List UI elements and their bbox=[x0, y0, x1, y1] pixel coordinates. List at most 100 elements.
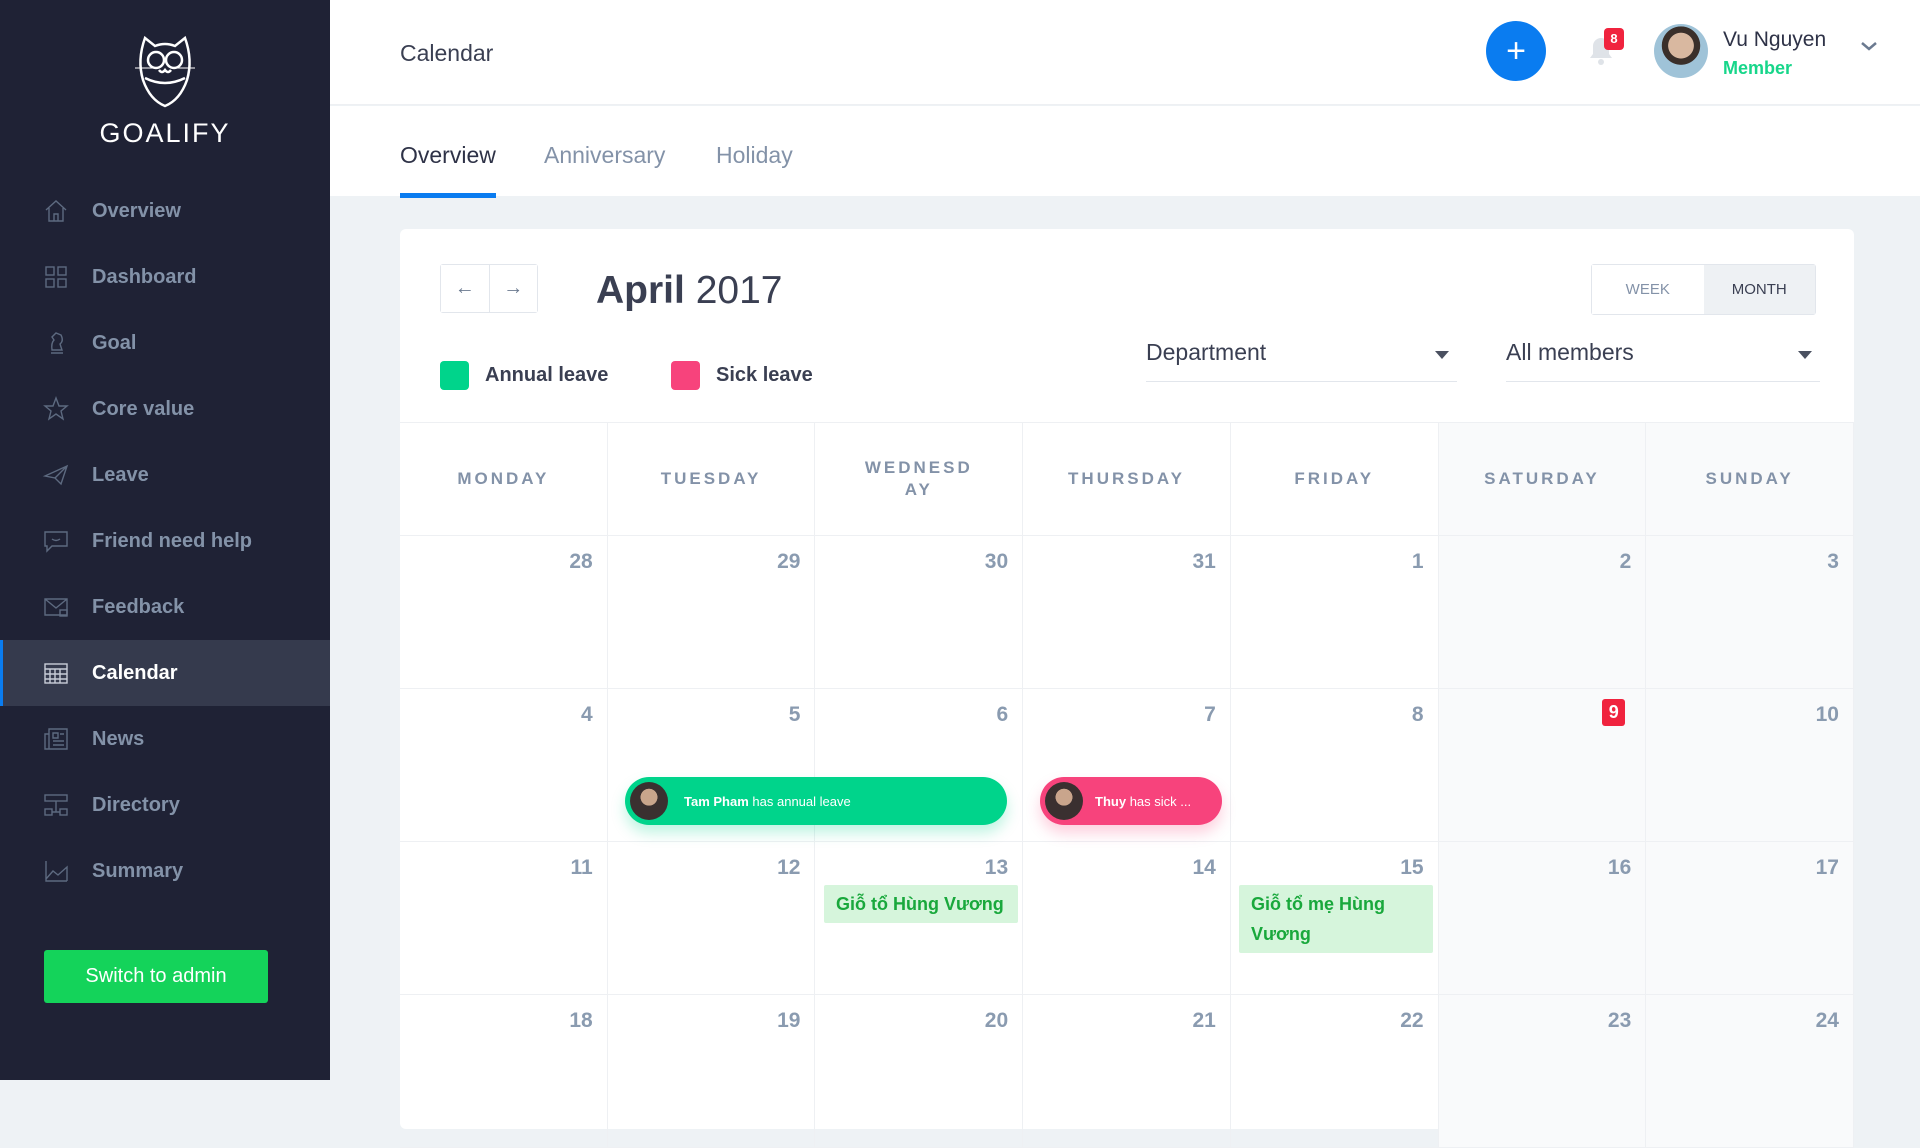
week-view-button[interactable]: WEEK bbox=[1592, 265, 1704, 314]
sidebar-item-news[interactable]: News bbox=[0, 706, 330, 772]
calendar-card: ← → April 20 17 WEEK MONTH Annual leave S… bbox=[400, 229, 1854, 1148]
day-number: 24 bbox=[1815, 1009, 1839, 1032]
tab-overview[interactable]: Overview bbox=[400, 142, 496, 198]
sidebar-item-label: Goal bbox=[92, 331, 137, 354]
day-cell[interactable]: 6 bbox=[815, 689, 1024, 841]
day-cell[interactable]: 22 bbox=[1231, 995, 1439, 1147]
day-cell[interactable]: 30 bbox=[815, 536, 1024, 688]
day-cell[interactable]: 19 bbox=[608, 995, 816, 1147]
day-cell[interactable]: 4 bbox=[400, 689, 608, 841]
day-number: 22 bbox=[1400, 1009, 1424, 1032]
sidebar: GOALIFY Overview Dashboard Goal Core value L… bbox=[0, 0, 330, 1080]
legend-sick-leave: Sick leave bbox=[671, 361, 813, 390]
day-number: 29 bbox=[777, 550, 801, 573]
day-cell[interactable]: 31 bbox=[1023, 536, 1231, 688]
event-annual-leave[interactable]: Tam Pham has annual leave bbox=[625, 777, 1007, 825]
page-title: Calendar bbox=[400, 40, 494, 66]
day-cell[interactable]: 12 bbox=[608, 842, 816, 994]
sidebar-item-friend-need-help[interactable]: Friend need help bbox=[0, 508, 330, 574]
calendar-grid: MONDAY TUESDAY WEDNESDAY THURSDAY FRIDAY SATU… bbox=[400, 422, 1854, 1148]
day-cell[interactable]: 20 bbox=[815, 995, 1024, 1147]
sick-leave-swatch bbox=[671, 361, 700, 390]
day-cell[interactable]: 7 bbox=[1023, 689, 1231, 841]
tab-anniversary[interactable]: Anniversary bbox=[544, 142, 666, 168]
sidebar-item-directory[interactable]: Directory bbox=[0, 772, 330, 838]
sidebar-item-summary[interactable]: Summary bbox=[0, 838, 330, 904]
caret-down-icon bbox=[1798, 351, 1812, 359]
weekday-wednesday: WEDNESDAY bbox=[815, 423, 1024, 535]
day-cell[interactable]: 1 bbox=[1231, 536, 1439, 688]
day-cell[interactable]: 21 bbox=[1023, 995, 1231, 1147]
weekday-monday: MONDAY bbox=[400, 423, 608, 535]
day-cell[interactable]: 10 bbox=[1646, 689, 1854, 841]
user-avatar[interactable] bbox=[1654, 24, 1708, 78]
members-dropdown[interactable]: All members bbox=[1506, 339, 1820, 382]
day-cell[interactable]: 29 bbox=[608, 536, 816, 688]
tab-bar: Overview Anniversary Holiday bbox=[330, 106, 1920, 198]
weekday-sunday: SUNDAY bbox=[1646, 423, 1854, 535]
plus-icon: + bbox=[1506, 32, 1526, 70]
day-cell[interactable]: 2 bbox=[1438, 536, 1647, 688]
day-cell[interactable]: 28 bbox=[400, 536, 608, 688]
user-role: Member bbox=[1723, 58, 1793, 78]
day-cell[interactable]: 14 bbox=[1023, 842, 1231, 994]
day-number: 20 bbox=[984, 1009, 1009, 1032]
event-text: has annual leave bbox=[752, 793, 851, 809]
day-cell[interactable]: 11 bbox=[400, 842, 608, 994]
day-cell[interactable]: 3 bbox=[1646, 536, 1854, 688]
sidebar-item-leave[interactable]: Leave bbox=[0, 442, 330, 508]
holiday-event[interactable]: Giỗ tổ mẹ Hùng Vương bbox=[1239, 885, 1433, 953]
chess-knight-icon bbox=[42, 329, 70, 357]
day-cell[interactable]: 8 bbox=[1231, 689, 1439, 841]
sidebar-item-calendar[interactable]: Calendar bbox=[0, 640, 330, 706]
month-view-button[interactable]: MONTH bbox=[1703, 265, 1815, 314]
brand-name: GOALIFY bbox=[99, 118, 231, 148]
chevron-down-icon[interactable] bbox=[1860, 40, 1878, 52]
calendar-week: 4 5 6 7 8 9 10 bbox=[400, 689, 1854, 842]
calendar-week: 28 29 30 31 1 2 3 bbox=[400, 536, 1854, 689]
caret-down-icon bbox=[1435, 351, 1449, 359]
day-number: 5 bbox=[788, 703, 801, 726]
day-number: 14 bbox=[1192, 856, 1216, 879]
sidebar-item-dashboard[interactable]: Dashboard bbox=[0, 244, 330, 310]
sidebar-item-goal[interactable]: Goal bbox=[0, 310, 330, 376]
top-header: Calendar + 8 Vu Nguyen Member bbox=[330, 0, 1920, 105]
newspaper-icon bbox=[42, 725, 70, 753]
day-cell[interactable]: 5 bbox=[608, 689, 816, 841]
view-toggle: WEEK MONTH bbox=[1591, 264, 1816, 315]
prev-month-button[interactable]: ← bbox=[441, 265, 490, 312]
next-month-button[interactable]: → bbox=[489, 265, 537, 312]
day-cell[interactable]: 15 bbox=[1231, 842, 1439, 994]
day-cell[interactable]: 23 bbox=[1438, 995, 1647, 1147]
day-number: 12 bbox=[777, 856, 801, 879]
day-number: 4 bbox=[581, 703, 593, 726]
month-name: April bbox=[596, 269, 685, 312]
day-cell[interactable]: 18 bbox=[400, 995, 608, 1147]
department-dropdown[interactable]: Department bbox=[1146, 339, 1457, 382]
sidebar-item-overview[interactable]: Overview bbox=[0, 178, 330, 244]
day-number: 31 bbox=[1192, 550, 1216, 573]
sidebar-item-label: Core value bbox=[92, 397, 195, 420]
day-number: 6 bbox=[996, 703, 1009, 726]
legend-label: Annual leave bbox=[485, 364, 609, 386]
day-cell[interactable]: 9 bbox=[1438, 689, 1647, 841]
day-cell[interactable]: 16 bbox=[1438, 842, 1647, 994]
sidebar-item-label: Feedback bbox=[92, 595, 185, 618]
day-cell[interactable]: 24 bbox=[1646, 995, 1854, 1147]
sidebar-item-core-value[interactable]: Core value bbox=[0, 376, 330, 442]
add-button[interactable]: + bbox=[1486, 21, 1546, 81]
holiday-event[interactable]: Giỗ tổ Hùng Vương bbox=[824, 885, 1018, 923]
switch-to-admin-button[interactable]: Switch to admin bbox=[44, 950, 268, 1003]
today-date-badge: 9 bbox=[1602, 699, 1626, 726]
weekday-saturday: SATURDAY bbox=[1438, 423, 1647, 535]
day-cell[interactable]: 17 bbox=[1646, 842, 1854, 994]
day-number: 11 bbox=[570, 856, 593, 879]
tab-holiday[interactable]: Holiday bbox=[716, 142, 793, 168]
month-navigation: ← → bbox=[440, 264, 538, 313]
sidebar-item-feedback[interactable]: Feedback bbox=[0, 574, 330, 640]
grid-icon bbox=[42, 263, 70, 291]
arrow-right-icon: → bbox=[503, 277, 524, 299]
event-sick-leave[interactable]: Thuy has sick ... bbox=[1040, 777, 1222, 825]
calendar-week: 18 19 20 21 22 23 24 bbox=[400, 995, 1854, 1148]
day-cell[interactable]: 13 bbox=[815, 842, 1024, 994]
